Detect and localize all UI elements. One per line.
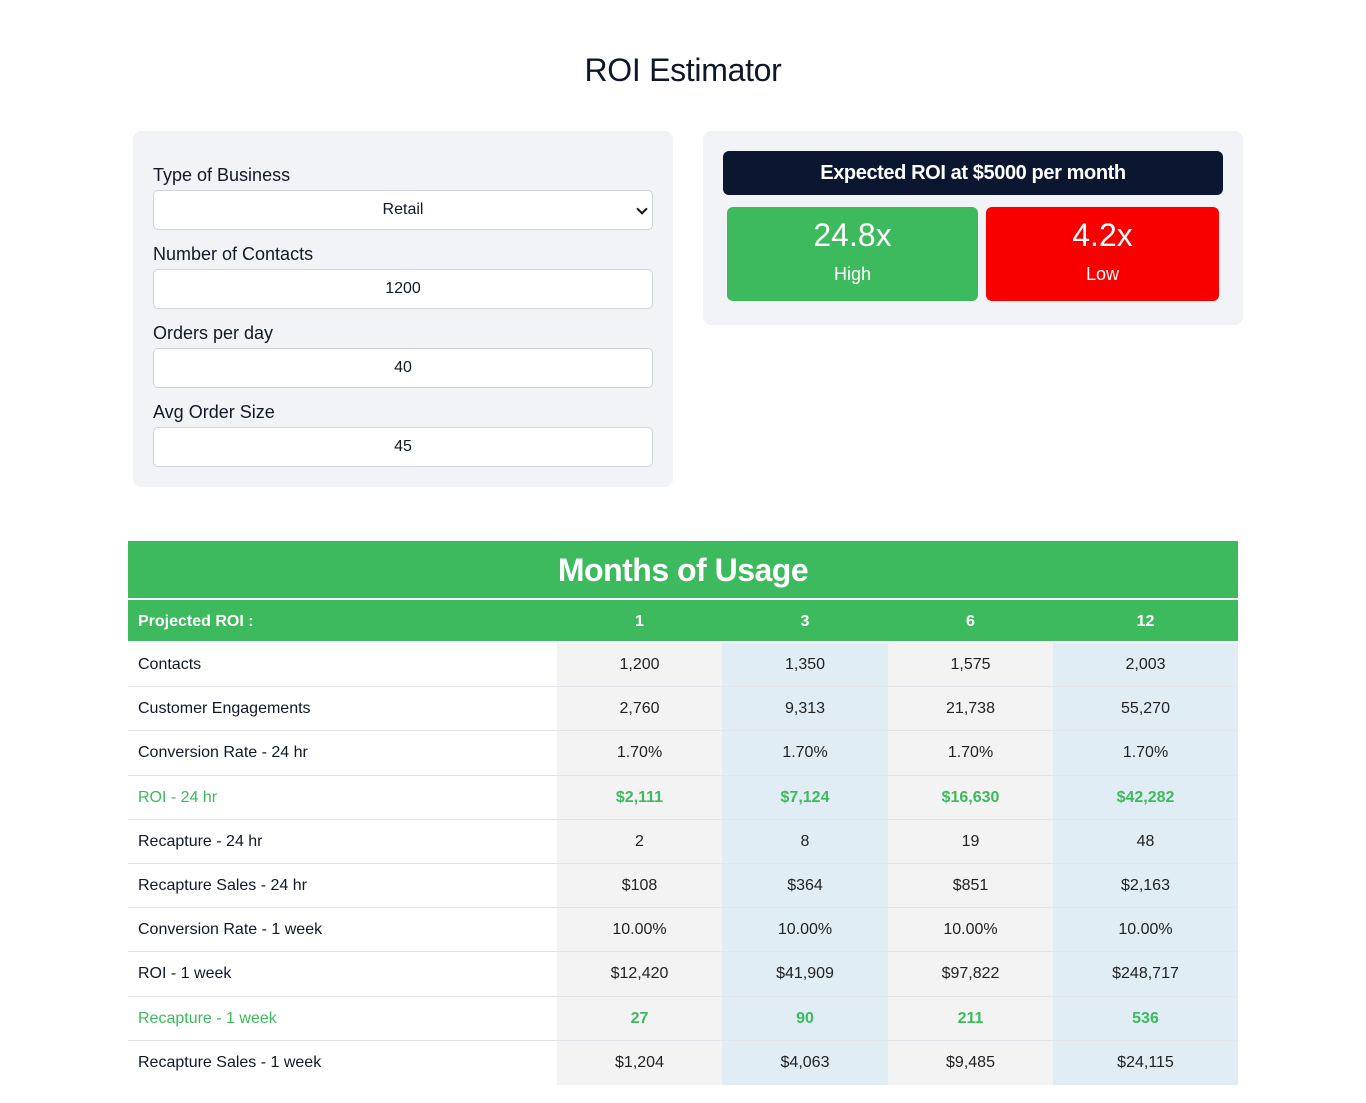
table-cell: $364: [722, 863, 888, 908]
table-cell: 211: [888, 996, 1053, 1040]
table-cell: $108: [557, 863, 722, 908]
table-row: Customer Engagements 2,760 9,313 21,738 55,2…: [128, 687, 1238, 732]
orders-input[interactable]: 40: [153, 348, 653, 388]
table-row: ROI - 24 hr $2,111 $7,124 $16,630 $42,282: [128, 775, 1238, 820]
business-type-select[interactable]: Retail: [153, 190, 653, 230]
table-cell: $97,822: [888, 952, 1053, 996]
table-cell: 1,350: [722, 643, 888, 687]
table-cell: 1,575: [888, 643, 1053, 687]
table-row: Recapture Sales - 24 hr $108 $364 $851 $2,16…: [128, 863, 1238, 909]
row-label: ROI - 1 week: [138, 965, 232, 983]
row-label: Recapture Sales - 24 hr: [138, 876, 307, 894]
table-cell: $851: [888, 863, 1053, 908]
header-cell-label: Projected ROI :: [138, 613, 254, 630]
table-cell: 9,313: [722, 687, 888, 731]
table-cell: $2,111: [557, 775, 722, 819]
table-cell: $9,485: [888, 1040, 1053, 1085]
header-cell-month: 12: [1136, 613, 1155, 630]
orders-label: Orders per day: [153, 323, 274, 343]
table-cell: $16,630: [888, 775, 1053, 819]
row-label: Contacts: [138, 656, 202, 673]
table-row: Recapture Sales - 1 week $1,204 $4,063 $9,4…: [128, 1040, 1238, 1085]
order-size-input[interactable]: 45: [153, 427, 653, 467]
table-row: Conversion Rate - 1 week 10.00% 10.00% 10.0…: [128, 908, 1238, 953]
contacts-label: Number of Contacts: [153, 244, 314, 264]
header-cell-month: 1: [635, 613, 644, 630]
row-label: Recapture - 24 hr: [138, 832, 263, 850]
business-type-label: Type of Business: [153, 165, 291, 185]
roi-panel: Expected ROI at $5000 per month 24.8x Hi…: [703, 131, 1243, 325]
row-label: Customer Engagements: [138, 700, 311, 718]
table-cell: 10.00%: [1053, 908, 1238, 952]
business-type-value: Retail: [382, 201, 424, 218]
order-size-label: Avg Order Size: [153, 402, 275, 422]
contacts-input[interactable]: 1200: [153, 269, 653, 309]
roi-high-value: 24.8x: [813, 217, 892, 253]
roi-low-value: 4.2x: [1072, 217, 1133, 253]
table-cell: 10.00%: [722, 908, 888, 952]
table-cell: $4,063: [722, 1040, 888, 1085]
table-cell: 8: [722, 819, 888, 863]
table-cell: $12,420: [557, 952, 722, 996]
table-cell: 48: [1053, 819, 1238, 863]
header-cell-month: 3: [800, 613, 810, 630]
usage-header-row: Projected ROI : 1 3 6 12: [128, 600, 1238, 643]
table-cell: 1.70%: [888, 731, 1053, 775]
table-cell: 1.70%: [722, 731, 888, 775]
roi-low-box: 4.2x Low: [986, 207, 1219, 301]
table-row: Contacts 1,200 1,350 1,575 2,003: [128, 643, 1238, 688]
roi-low-label: Low: [1085, 264, 1120, 284]
row-label: Conversion Rate - 1 week: [138, 921, 323, 939]
roi-high-label: High: [833, 264, 872, 284]
table-cell: 1.70%: [557, 731, 722, 775]
table-cell: $7,124: [722, 775, 888, 819]
usage-table: Months of Usage Projected ROI : 1 3 6 12…: [128, 541, 1238, 1085]
usage-title: Months of Usage: [128, 541, 1238, 600]
table-cell: 10.00%: [888, 908, 1053, 952]
table-cell: 10.00%: [557, 908, 722, 952]
table-row: ROI - 1 week $12,420 $41,909 $97,822 $248,71…: [128, 952, 1238, 997]
table-row: Recapture - 1 week 27 90 211 536: [128, 996, 1238, 1041]
roi-high-box: 24.8x High: [727, 207, 978, 301]
table-cell: 1,200: [557, 643, 722, 687]
table-cell: 536: [1053, 996, 1238, 1040]
input-form-panel: Type of Business Retail Number of Contac…: [133, 131, 673, 487]
row-label: Conversion Rate - 24 hr: [138, 744, 308, 762]
row-label: ROI - 24 hr: [138, 788, 218, 806]
table-row: Conversion Rate - 24 hr 1.70% 1.70% 1.70% 1.…: [128, 731, 1238, 776]
table-cell: 21,738: [888, 687, 1053, 731]
row-label: Recapture Sales - 1 week: [138, 1053, 322, 1071]
table-cell: 2,760: [557, 687, 722, 731]
chevron-down-icon: [636, 203, 648, 215]
table-cell: 19: [888, 819, 1053, 863]
usage-body: Contacts 1,200 1,350 1,575 2,003 Customer Eng…: [128, 643, 1238, 1085]
table-row: Recapture - 24 hr 2 8 19 48: [128, 819, 1238, 864]
table-cell: 90: [722, 996, 888, 1040]
row-label: Recapture - 1 week: [138, 1009, 277, 1027]
table-cell: $2,163: [1053, 863, 1238, 908]
table-cell: 55,270: [1053, 687, 1238, 731]
table-cell: $248,717: [1053, 952, 1238, 996]
table-cell: $24,115: [1053, 1040, 1238, 1085]
table-cell: $1,204: [557, 1040, 722, 1085]
roi-header: Expected ROI at $5000 per month: [723, 151, 1223, 195]
table-cell: 2: [557, 819, 722, 863]
table-cell: 1.70%: [1053, 731, 1238, 775]
table-cell: 27: [557, 996, 722, 1040]
page-title: ROI Estimator: [584, 52, 782, 88]
table-cell: 2,003: [1053, 643, 1238, 687]
table-cell: $41,909: [722, 952, 888, 996]
table-cell: $42,282: [1053, 775, 1238, 819]
header-cell-month: 6: [966, 613, 975, 630]
